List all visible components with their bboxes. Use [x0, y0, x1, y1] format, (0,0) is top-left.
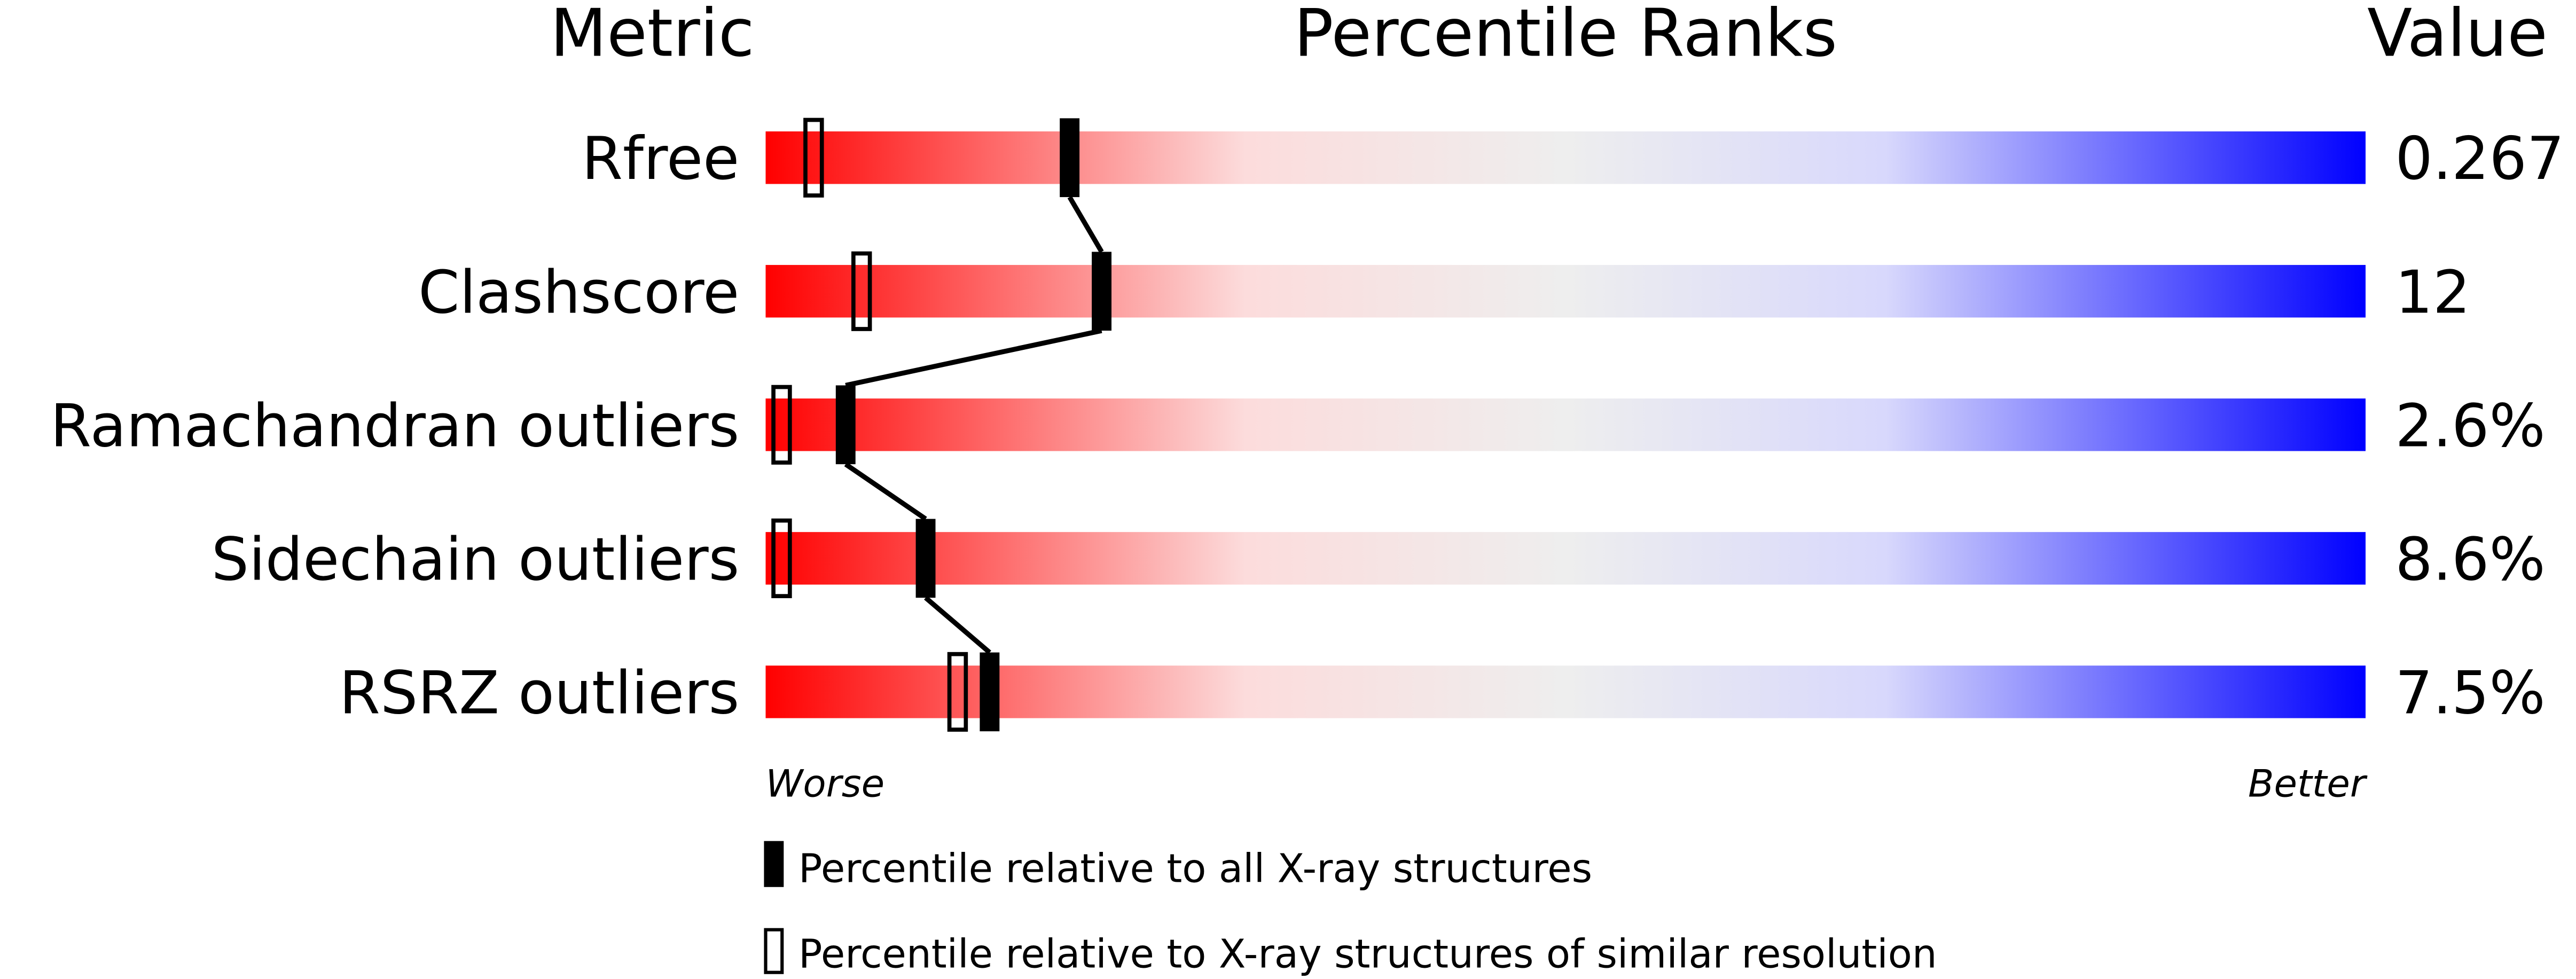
metric-label: Sidechain outliers	[212, 525, 740, 594]
similar-marker	[851, 251, 872, 331]
all-marker	[1060, 118, 1080, 198]
all-marker	[835, 385, 856, 465]
worse-label: Worse	[765, 762, 884, 806]
percentile-bar	[765, 131, 2366, 184]
better-label: Better	[2248, 762, 2368, 806]
percentile-bar	[765, 398, 2366, 451]
legend-similar: Percentile relative to X-ray structures …	[798, 931, 1937, 977]
percentile-bar	[765, 265, 2366, 318]
all-marker	[980, 652, 1000, 732]
connector	[924, 596, 991, 655]
metric-value: 0.267	[2395, 124, 2564, 193]
similar-marker	[771, 518, 792, 598]
percentile-bar	[765, 532, 2366, 585]
all-marker	[915, 519, 936, 598]
metric-value: 2.6%	[2395, 391, 2545, 460]
metric-label: RSRZ outliers	[339, 659, 739, 727]
connector	[844, 462, 927, 521]
metric-value: 8.6%	[2395, 525, 2545, 594]
percentile-bar	[765, 665, 2366, 718]
similar-marker	[771, 385, 792, 465]
metric-label: Rfree	[582, 124, 739, 193]
legend-open-marker	[764, 928, 784, 974]
metric-value: 12	[2395, 258, 2470, 327]
connector	[1067, 195, 1104, 253]
header-metric: Metric	[550, 0, 754, 72]
connector	[845, 328, 1102, 388]
similar-marker	[947, 652, 968, 732]
similar-marker	[803, 118, 824, 198]
legend-all: Percentile relative to all X-ray structu…	[798, 846, 1592, 892]
legend-filled-marker	[764, 841, 784, 887]
header-value: Value	[2367, 0, 2548, 72]
all-marker	[1092, 252, 1112, 331]
header-percentile: Percentile Ranks	[1294, 0, 1837, 72]
metric-label: Clashscore	[418, 258, 739, 327]
metric-label: Ramachandran outliers	[50, 391, 739, 460]
metric-value: 7.5%	[2395, 659, 2545, 727]
